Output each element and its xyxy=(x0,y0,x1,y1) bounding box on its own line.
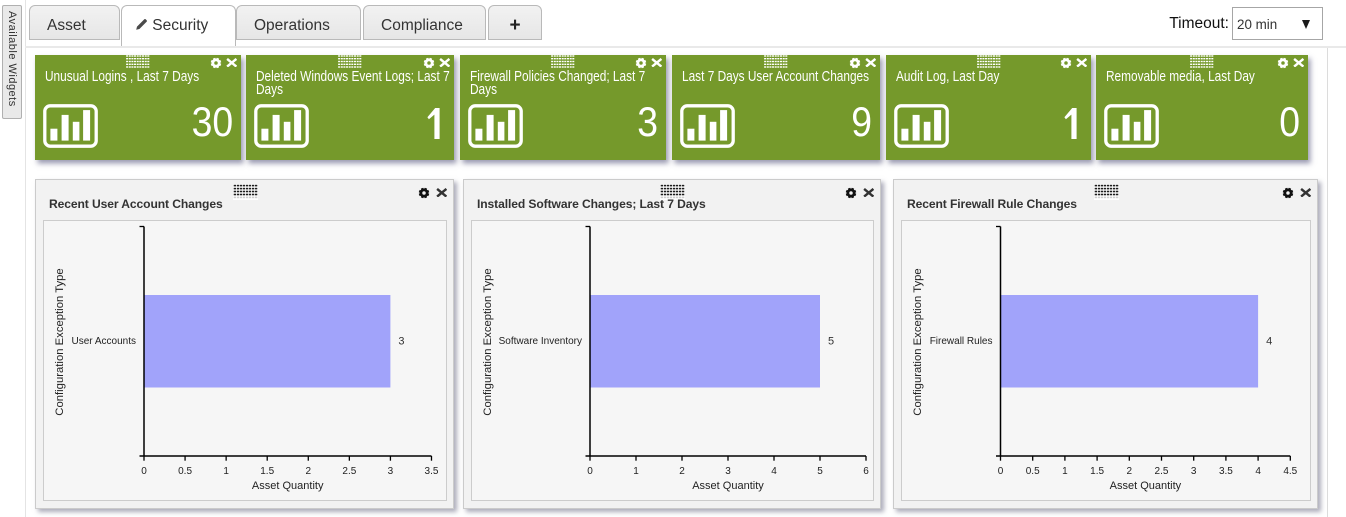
svg-text:Configuration Exception Type: Configuration Exception Type xyxy=(54,268,66,415)
svg-text:3: 3 xyxy=(1191,466,1197,477)
svg-text:4: 4 xyxy=(1255,466,1261,477)
svg-text:3: 3 xyxy=(725,466,731,477)
svg-text:0: 0 xyxy=(998,466,1004,477)
svg-text:0.5: 0.5 xyxy=(178,466,192,477)
svg-text:Configuration Exception Type: Configuration Exception Type xyxy=(912,268,924,415)
svg-text:User Accounts: User Accounts xyxy=(72,336,136,347)
svg-text:Software Inventory: Software Inventory xyxy=(499,336,582,347)
svg-text:Configuration Exception Type: Configuration Exception Type xyxy=(482,268,494,415)
svg-text:3: 3 xyxy=(388,466,394,477)
svg-text:0: 0 xyxy=(141,466,147,477)
svg-text:0.5: 0.5 xyxy=(1026,466,1040,477)
svg-text:1.5: 1.5 xyxy=(260,466,274,477)
svg-text:4.5: 4.5 xyxy=(1283,466,1297,477)
svg-text:6: 6 xyxy=(863,466,869,477)
svg-text:1: 1 xyxy=(633,466,639,477)
svg-text:3.5: 3.5 xyxy=(1219,466,1233,477)
svg-text:3: 3 xyxy=(398,336,404,348)
svg-text:Firewall Rules: Firewall Rules xyxy=(930,336,993,347)
svg-text:0: 0 xyxy=(587,466,593,477)
svg-text:Asset Quantity: Asset Quantity xyxy=(252,480,324,492)
svg-text:2: 2 xyxy=(679,466,685,477)
svg-text:Asset Quantity: Asset Quantity xyxy=(1110,480,1182,492)
svg-text:5: 5 xyxy=(817,466,823,477)
svg-text:2.5: 2.5 xyxy=(1155,466,1169,477)
svg-text:2.5: 2.5 xyxy=(342,466,356,477)
svg-text:2: 2 xyxy=(305,466,311,477)
svg-text:4: 4 xyxy=(771,466,777,477)
svg-text:2: 2 xyxy=(1127,466,1133,477)
svg-text:Asset Quantity: Asset Quantity xyxy=(692,480,764,492)
svg-text:3.5: 3.5 xyxy=(425,466,439,477)
svg-text:1.5: 1.5 xyxy=(1090,466,1104,477)
svg-text:1: 1 xyxy=(223,466,229,477)
svg-text:4: 4 xyxy=(1266,336,1272,348)
svg-text:1: 1 xyxy=(1062,466,1068,477)
svg-text:5: 5 xyxy=(828,336,834,348)
